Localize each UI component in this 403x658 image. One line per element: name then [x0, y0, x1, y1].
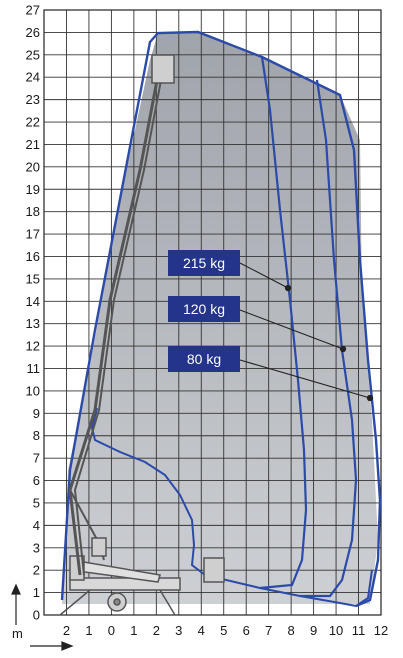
x-tick-label: 9: [310, 623, 317, 638]
y-tick-label: 16: [26, 249, 40, 264]
pointer-lines: [239, 262, 374, 402]
y-tick-label: 15: [26, 271, 40, 286]
y-tick-label: 12: [26, 339, 40, 354]
inner-boundary: [90, 407, 373, 608]
y-tick-label: 22: [26, 115, 40, 130]
y-tick-label: 0: [33, 608, 40, 623]
x-tick-label: 3: [175, 623, 182, 638]
y-tick-label: 24: [26, 70, 40, 85]
svg-text:215 kg: 215 kg: [183, 255, 225, 271]
x-tick-label: 2: [63, 623, 70, 638]
plot-border: [43, 9, 382, 616]
y-tick-label: 10: [26, 383, 40, 398]
x-tick-label: 6: [243, 623, 250, 638]
y-tick-label: 5: [33, 495, 40, 510]
envelope-80kg: [60, 30, 382, 608]
y-tick-label: 17: [26, 227, 40, 242]
x-tick-label: 1: [130, 623, 137, 638]
y-axis-tick-labels: 0123456789101112131415161718192021222324…: [26, 3, 40, 623]
aerial-platform-machine: [59, 54, 225, 616]
load-label-120kg: 120 kg: [168, 296, 240, 322]
y-tick-label: 2: [33, 563, 40, 578]
y-tick-label: 9: [33, 406, 40, 421]
load-label-215kg: 215 kg: [168, 250, 240, 276]
svg-text:120 kg: 120 kg: [183, 301, 225, 317]
y-tick-label: 18: [26, 204, 40, 219]
y-tick-label: 14: [26, 294, 40, 309]
y-tick-label: 27: [26, 3, 40, 18]
envelope-215kg: [259, 56, 308, 590]
x-tick-label: 1: [85, 623, 92, 638]
y-tick-label: 3: [33, 540, 40, 555]
y-tick-label: 7: [33, 451, 40, 466]
y-tick-label: 23: [26, 92, 40, 107]
x-tick-label: 4: [198, 623, 205, 638]
envelope-120kg: [300, 79, 358, 598]
y-tick-label: 6: [33, 473, 40, 488]
x-tick-label: 11: [352, 623, 366, 638]
unit-label: m: [12, 626, 23, 641]
x-tick-label: 2: [153, 623, 160, 638]
load-label-80kg: 80 kg: [168, 346, 240, 372]
y-tick-label: 13: [26, 316, 40, 331]
axis-arrows: [11, 583, 74, 651]
y-tick-label: 26: [26, 25, 40, 40]
x-tick-label: 5: [220, 623, 227, 638]
y-tick-label: 25: [26, 47, 40, 62]
y-tick-label: 8: [33, 428, 40, 443]
y-tick-label: 21: [26, 137, 40, 152]
y-tick-label: 20: [26, 159, 40, 174]
y-tick-label: 1: [33, 585, 40, 600]
x-tick-label: 12: [374, 623, 388, 638]
x-axis-tick-labels: 2 1 0 1 2 3 4 5 6 7 8 9 10 11 12: [63, 623, 388, 638]
y-tick-label: 19: [26, 182, 40, 197]
x-tick-label: 7: [265, 623, 272, 638]
svg-text:80 kg: 80 kg: [187, 351, 221, 367]
x-tick-label: 0: [108, 623, 115, 638]
y-tick-label: 11: [27, 361, 41, 376]
x-tick-label: 10: [329, 623, 343, 638]
x-tick-label: 8: [288, 623, 295, 638]
y-tick-label: 4: [33, 518, 40, 533]
